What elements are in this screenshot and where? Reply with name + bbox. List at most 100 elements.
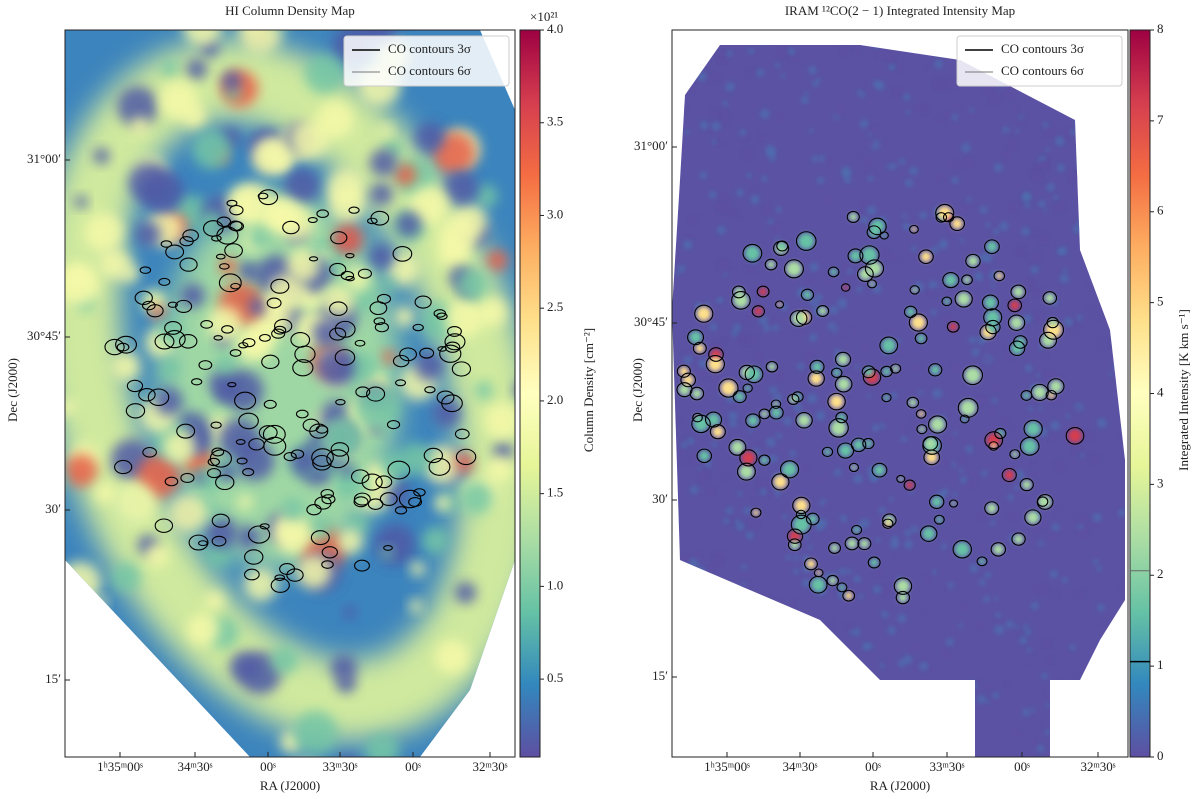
noise — [895, 725, 906, 735]
noise — [899, 426, 906, 433]
contour — [345, 275, 355, 282]
noise — [743, 506, 752, 515]
co-blob — [771, 407, 782, 418]
contour — [908, 313, 928, 332]
noise — [735, 188, 744, 197]
contour — [321, 560, 334, 569]
noise — [1041, 352, 1047, 358]
co-blob — [850, 250, 861, 262]
blob — [160, 358, 181, 379]
noise — [917, 590, 923, 595]
noise — [711, 121, 721, 131]
colorbar-tick-label: 2.0 — [547, 392, 563, 407]
contour — [290, 449, 305, 459]
y-tick-label: 30°45′ — [634, 314, 668, 329]
noise — [1002, 148, 1012, 159]
noise — [938, 239, 948, 250]
contour — [178, 334, 198, 349]
contour — [104, 338, 125, 356]
noise — [1114, 639, 1124, 650]
co-blob — [720, 380, 737, 396]
blob — [169, 494, 208, 533]
contour — [708, 347, 724, 362]
noise — [803, 357, 813, 367]
contour — [436, 390, 455, 405]
contour — [138, 387, 156, 402]
contour — [179, 236, 194, 247]
co-blob — [911, 315, 926, 330]
colorbar-tick-label: 6 — [1157, 203, 1164, 218]
axes-frame — [64, 29, 516, 758]
noise — [913, 107, 922, 115]
noise — [960, 601, 969, 611]
noise — [958, 468, 964, 473]
noise — [793, 403, 802, 412]
contour — [745, 413, 761, 428]
noise — [1004, 89, 1015, 100]
noise — [929, 740, 934, 745]
blob — [354, 386, 399, 430]
blob — [208, 368, 241, 400]
contour — [412, 323, 424, 332]
co-blob — [837, 353, 849, 365]
noise — [900, 259, 905, 265]
noise — [777, 370, 787, 381]
noise — [938, 28, 944, 34]
noise — [1004, 351, 1014, 360]
noise — [922, 382, 927, 387]
noise — [698, 643, 709, 653]
noise — [771, 223, 781, 234]
noise — [940, 459, 950, 469]
contour — [692, 412, 703, 423]
contour — [916, 424, 928, 435]
noise — [948, 703, 958, 713]
contour — [994, 427, 1007, 440]
co-blob — [839, 584, 845, 591]
noise — [1069, 171, 1079, 182]
contour — [316, 209, 329, 219]
noise — [1012, 104, 1019, 111]
noise — [774, 63, 781, 69]
noise — [1005, 645, 1012, 652]
noise — [672, 563, 678, 572]
blob — [221, 70, 242, 91]
noise — [961, 439, 967, 445]
contour — [867, 556, 881, 569]
noise — [867, 139, 876, 147]
contour — [879, 336, 899, 355]
noise — [1105, 682, 1114, 692]
noise — [702, 736, 708, 742]
noise — [712, 709, 720, 718]
noise — [1073, 120, 1080, 126]
noise — [867, 394, 872, 399]
noise — [706, 639, 713, 646]
contour — [909, 285, 920, 295]
noise — [989, 94, 999, 104]
contour — [896, 474, 906, 483]
contour — [732, 390, 747, 404]
noise — [689, 485, 699, 495]
noise — [984, 571, 992, 579]
contour — [257, 192, 269, 200]
noise — [923, 105, 931, 113]
noise — [946, 227, 954, 235]
co-blob — [739, 464, 754, 479]
noise — [1077, 523, 1084, 531]
noise — [1120, 644, 1125, 650]
noise — [877, 245, 885, 253]
noise — [866, 717, 872, 724]
contour — [271, 328, 286, 339]
noise — [964, 159, 975, 169]
noise — [1051, 523, 1060, 532]
contour — [283, 451, 297, 462]
contour — [861, 365, 876, 379]
contour — [295, 409, 309, 419]
noise — [686, 565, 693, 572]
noise — [716, 51, 727, 62]
noise — [979, 253, 989, 262]
chart-title: HI Column Density Map — [225, 3, 355, 18]
co-blob — [993, 544, 1004, 555]
contour — [750, 507, 762, 518]
co-blob — [695, 343, 705, 353]
noise — [803, 534, 809, 540]
